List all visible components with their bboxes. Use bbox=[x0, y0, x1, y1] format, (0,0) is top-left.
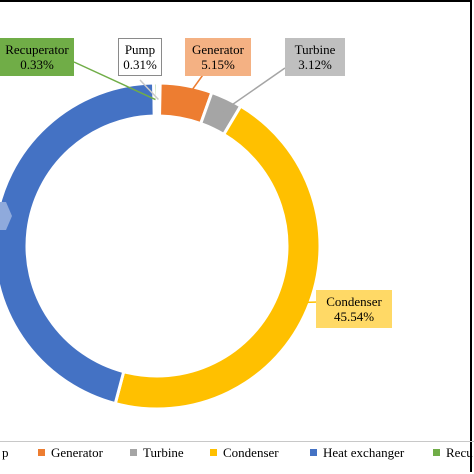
leader-line-condenser bbox=[291, 301, 319, 304]
slice-heat-exchanger bbox=[0, 81, 156, 406]
data-label-generator-name: Generator bbox=[192, 42, 244, 57]
data-label-turbine: Turbine 3.12% bbox=[285, 38, 345, 76]
legend-label-pump: p bbox=[2, 445, 9, 460]
legend-swatch-generator bbox=[38, 449, 45, 456]
leader-line-turbine bbox=[219, 67, 286, 115]
legend-swatch-turbine bbox=[130, 449, 137, 456]
legend-label-heat-exchanger: Heat exchanger bbox=[323, 445, 405, 460]
legend-item-turbine: Turbine bbox=[130, 445, 184, 461]
legend-item-condenser: Condenser bbox=[210, 445, 279, 461]
donut-slices bbox=[0, 81, 322, 411]
legend-item-heat-exchanger: Heat exchanger bbox=[310, 445, 404, 461]
data-label-recuperator-name: Recuperator bbox=[5, 42, 69, 57]
legend-swatch-recuperator bbox=[433, 449, 440, 456]
legend-item-recuperator: Recu bbox=[433, 445, 473, 461]
leader-lines bbox=[0, 61, 319, 304]
data-label-recuperator: Recuperator 0.33% bbox=[0, 38, 74, 76]
data-label-recuperator-value: 0.33% bbox=[20, 57, 54, 72]
legend-label-generator: Generator bbox=[51, 445, 103, 460]
data-label-condenser: Condenser 45.54% bbox=[316, 290, 392, 328]
leader-line-generator bbox=[182, 71, 206, 103]
legend-swatch-heat-exchanger bbox=[310, 449, 317, 456]
data-label-turbine-value: 3.12% bbox=[298, 57, 332, 72]
data-label-pump: Pump 0.31% bbox=[118, 38, 162, 76]
slice-condenser bbox=[113, 104, 322, 411]
legend-item-generator: Generator bbox=[38, 445, 103, 461]
leader-line-recuperator bbox=[73, 61, 156, 101]
data-label-pump-name: Pump bbox=[124, 42, 156, 57]
data-label-generator-value: 5.15% bbox=[201, 57, 235, 72]
legend-item-pump: p bbox=[2, 445, 9, 461]
chart-legend: p Generator Turbine Condenser Heat excha… bbox=[0, 441, 474, 464]
legend-swatch-condenser bbox=[210, 449, 217, 456]
leader-line-pump bbox=[139, 79, 159, 101]
data-label-pump-value: 0.31% bbox=[123, 57, 157, 72]
legend-label-recuperator: Recu bbox=[446, 445, 473, 460]
data-label-heat-exchanger-pointer bbox=[0, 202, 12, 230]
legend-label-turbine: Turbine bbox=[143, 445, 184, 460]
data-label-turbine-name: Turbine bbox=[294, 42, 336, 57]
data-label-condenser-name: Condenser bbox=[326, 294, 382, 309]
data-label-condenser-value: 45.54% bbox=[333, 309, 375, 324]
legend-label-condenser: Condenser bbox=[223, 445, 279, 460]
data-label-generator: Generator 5.15% bbox=[185, 38, 251, 76]
